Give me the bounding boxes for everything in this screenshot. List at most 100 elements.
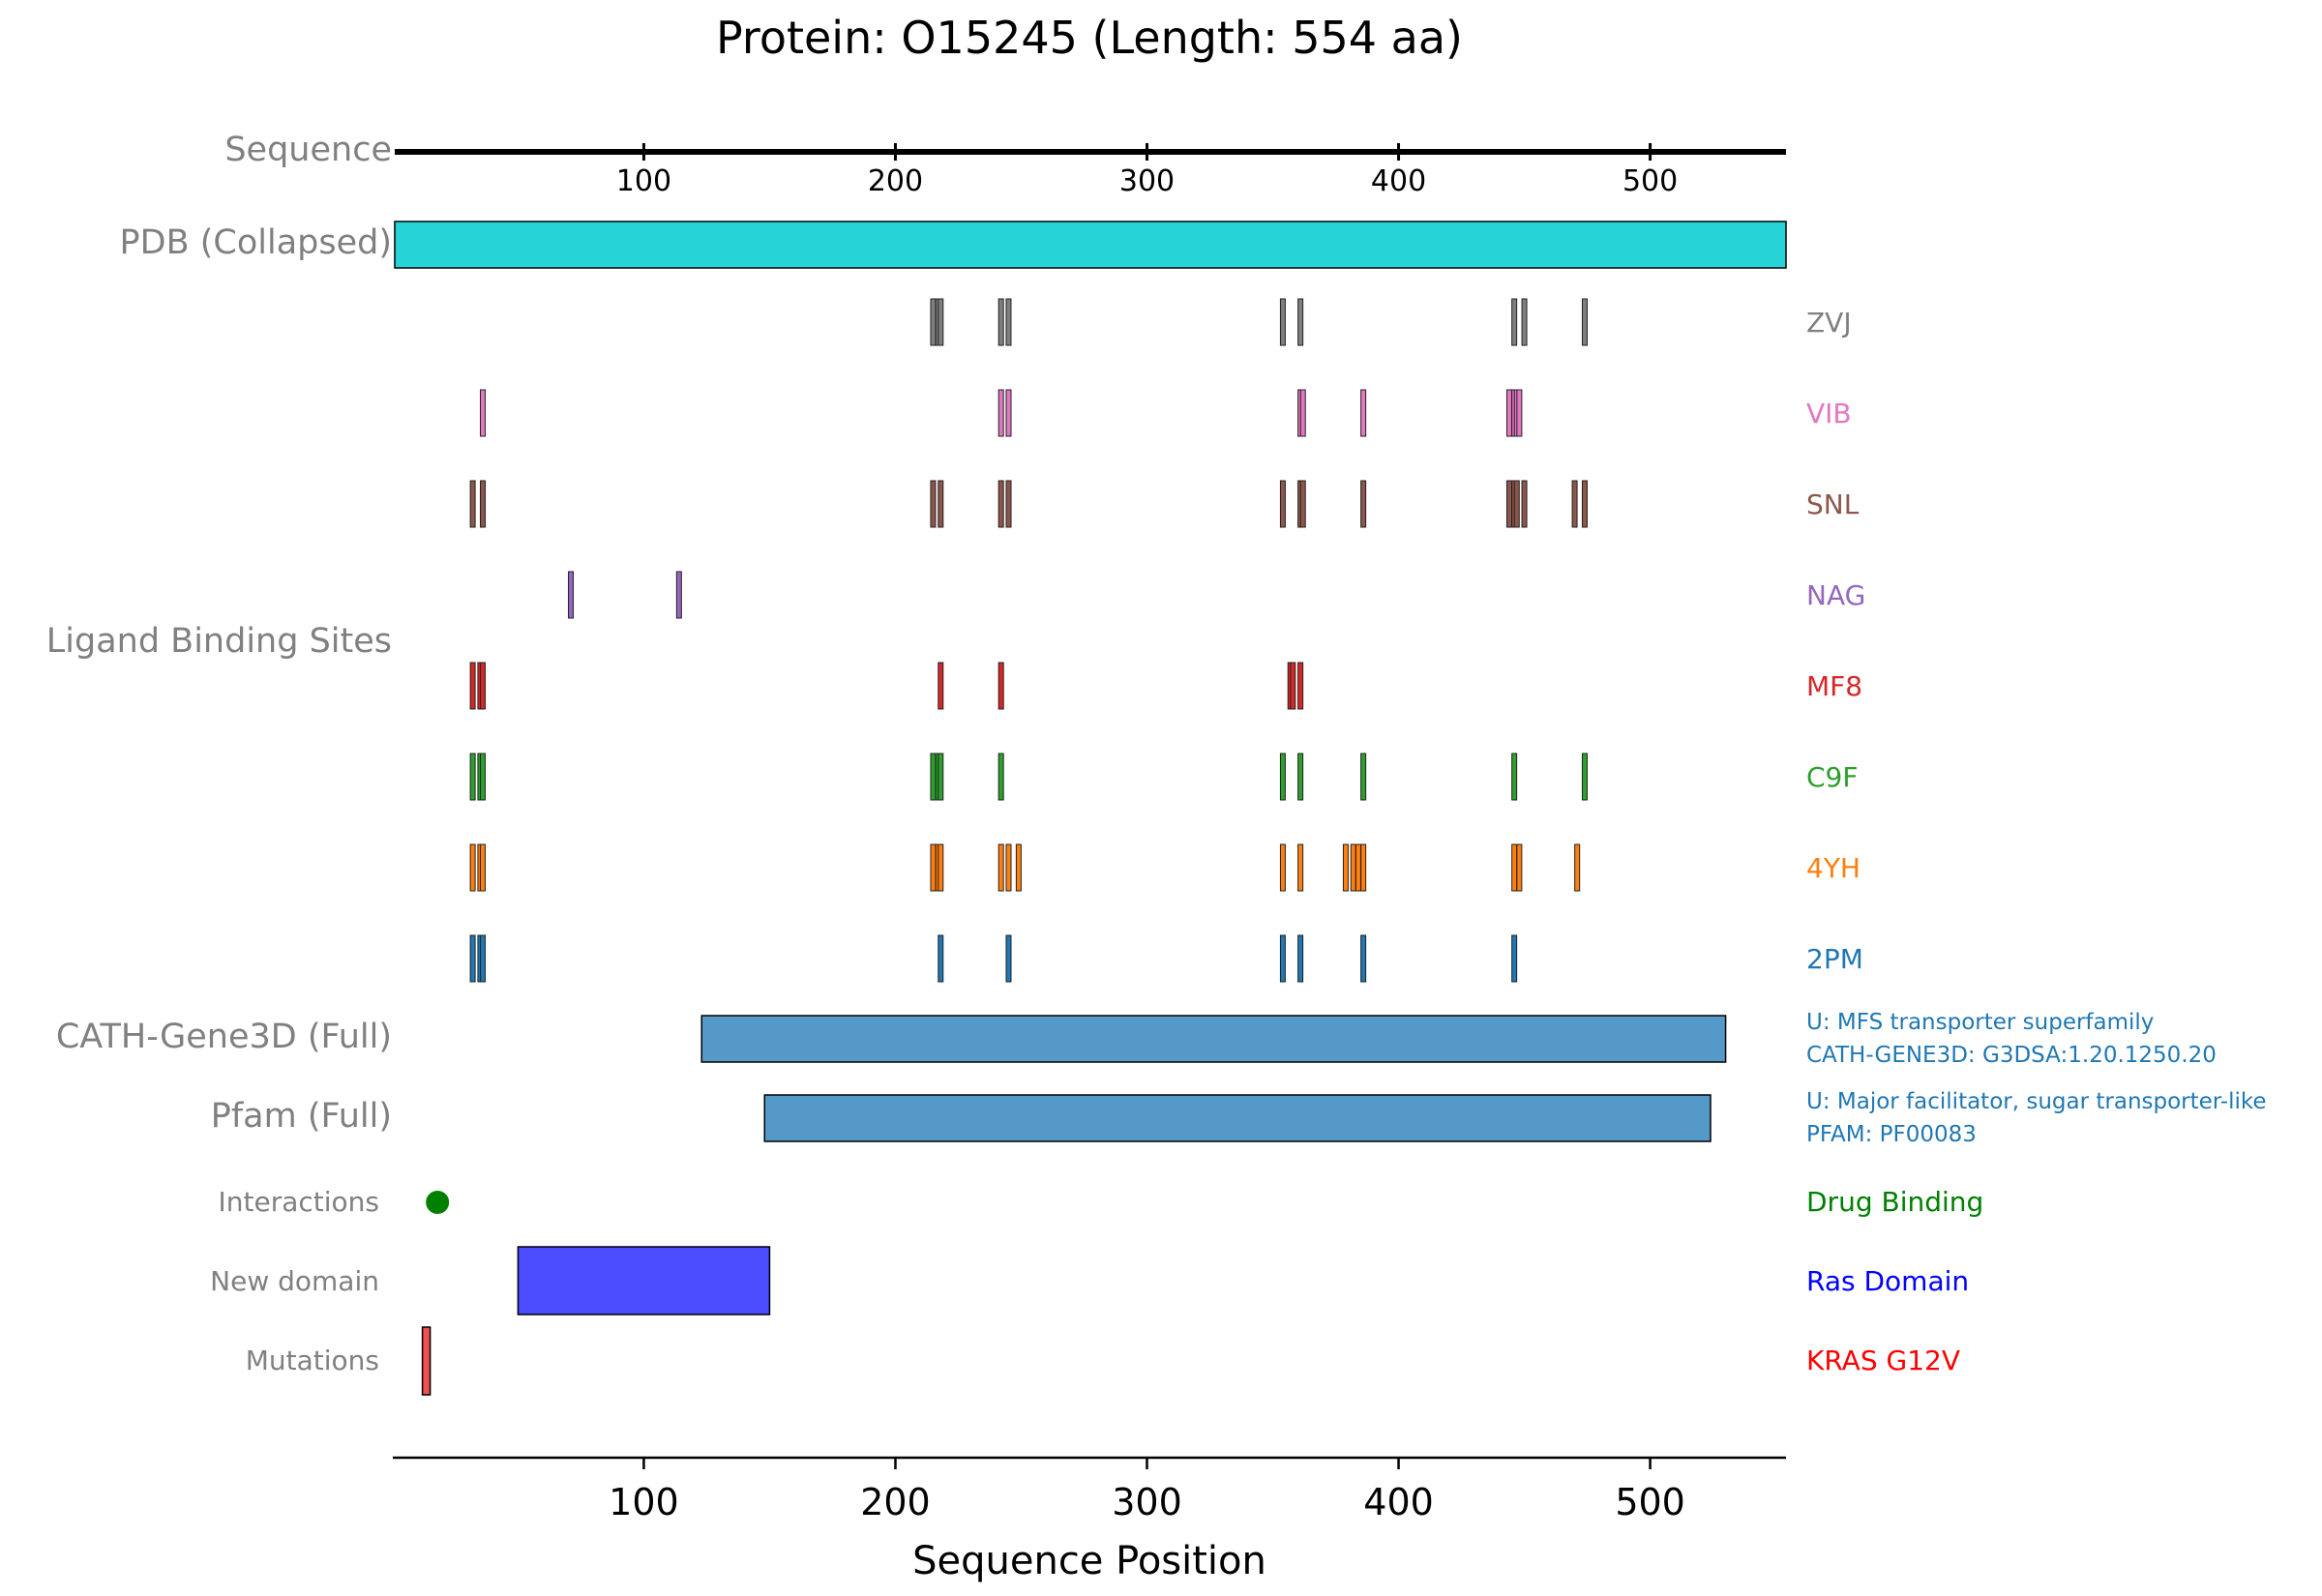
ligand-site-marker <box>997 662 1004 710</box>
ligand-site-marker <box>930 843 937 892</box>
ligand-site-marker <box>930 298 937 346</box>
ligand-site-marker <box>568 571 575 619</box>
ligand-site-marker <box>469 753 476 801</box>
mutation-marker <box>421 1326 432 1396</box>
x-tick-label: 300 <box>1112 1481 1182 1523</box>
ligand-site-marker <box>1360 934 1367 983</box>
ligand-site-marker <box>1581 480 1588 528</box>
ligand-row-vib: VIB <box>480 389 1852 437</box>
ligand-site-marker <box>1521 298 1528 346</box>
ligand-site-marker <box>1279 298 1286 346</box>
pdb-label: PDB (Collapsed) <box>120 223 392 262</box>
pfam-track: Pfam (Full) U: Major facilitator, sugar … <box>211 1089 2267 1147</box>
ligand-name-label: 2PM <box>1806 943 1863 975</box>
ligand-site-marker <box>1360 480 1367 528</box>
ligand-site-marker <box>1571 480 1578 528</box>
ligand-site-marker <box>675 571 682 619</box>
ligand-site-marker <box>1354 843 1361 892</box>
ligand-site-marker <box>997 753 1004 801</box>
pfam-label: Pfam (Full) <box>211 1097 392 1136</box>
ligand-site-marker <box>1290 662 1296 710</box>
ligand-site-marker <box>1005 480 1012 528</box>
ligand-site-marker <box>1297 753 1304 801</box>
ligand-site-marker <box>1521 480 1528 528</box>
ligand-site-marker <box>938 753 944 801</box>
ligand-row-mf8: MF8 <box>469 662 1862 710</box>
ligand-site-marker <box>1297 934 1304 983</box>
ligand-row-c9f: C9F <box>469 753 1858 801</box>
ligand-site-marker <box>1279 934 1286 983</box>
ligand-site-marker <box>997 389 1004 437</box>
ligand-name-label: VIB <box>1806 398 1852 429</box>
ligand-site-marker <box>938 480 944 528</box>
mutations-annotation: KRAS G12V <box>1806 1345 1960 1376</box>
pfam-annotation-line2: PFAM: PF00083 <box>1806 1122 1977 1147</box>
ligand-site-marker <box>480 662 487 710</box>
pdb-bar <box>394 221 1787 269</box>
sequence-tick-label: 400 <box>1371 164 1426 198</box>
ligand-name-label: NAG <box>1806 579 1865 611</box>
ligand-row-2pm: 2PM <box>469 934 1863 983</box>
ligand-site-marker <box>480 753 487 801</box>
x-tick-label: 200 <box>860 1481 931 1523</box>
ligand-row-4yh: 4YH <box>469 843 1861 892</box>
ligand-tracks: ZVJ VIB SNL NAG MF8 C9F 4YH 2PM <box>469 298 1865 983</box>
ligand-site-marker <box>1342 843 1349 892</box>
ligand-site-marker <box>1005 934 1012 983</box>
ligand-site-marker <box>1360 753 1367 801</box>
sequence-label: Sequence <box>224 131 392 169</box>
x-axis-label: Sequence Position <box>912 1539 1266 1583</box>
ligand-site-marker <box>1297 662 1304 710</box>
x-axis-ticks: 100 200 300 400 500 <box>609 1458 1685 1523</box>
ligand-site-marker <box>469 480 476 528</box>
new-domain-annotation: Ras Domain <box>1806 1265 1969 1297</box>
x-tick-label: 100 <box>609 1481 679 1523</box>
cath-domain-bar <box>700 1015 1727 1063</box>
x-axis: 100 200 300 400 500 Sequence Position <box>393 1456 1786 1583</box>
chart-title: Protein: O15245 (Length: 554 aa) <box>716 12 1463 64</box>
ligand-row-nag: NAG <box>568 571 1865 619</box>
ligand-site-marker <box>1279 753 1286 801</box>
ligand-site-marker <box>930 480 937 528</box>
ligand-site-marker <box>480 843 487 892</box>
ligand-site-marker <box>1297 298 1304 346</box>
sequence-tick-label: 100 <box>616 164 671 198</box>
ligand-site-marker <box>1297 843 1304 892</box>
ligand-site-marker <box>1005 843 1012 892</box>
ligand-site-marker <box>938 298 944 346</box>
ligand-site-marker <box>1516 843 1523 892</box>
new-domain-track: New domain Ras Domain <box>210 1246 1969 1315</box>
ligand-row-zvj: ZVJ <box>930 298 1852 346</box>
ligand-name-label: MF8 <box>1806 670 1862 702</box>
ligand-site-marker <box>1279 480 1286 528</box>
ligand-site-marker <box>1015 843 1022 892</box>
ligand-site-marker <box>1574 843 1581 892</box>
x-tick-label: 500 <box>1615 1481 1685 1523</box>
ligand-site-marker <box>1279 843 1286 892</box>
ligand-site-marker <box>1581 298 1588 346</box>
ligand-row-snl: SNL <box>469 480 1860 528</box>
cath-label: CATH-Gene3D (Full) <box>56 1018 392 1056</box>
ligand-site-marker <box>938 843 944 892</box>
ligand-site-marker <box>1005 389 1012 437</box>
interactions-track: Interactions Drug Binding <box>219 1186 1984 1218</box>
cath-annotation-line1: U: MFS transporter superfamily <box>1806 1010 2154 1035</box>
cath-annotation-line2: CATH-GENE3D: G3DSA:1.20.1250.20 <box>1806 1043 2217 1068</box>
ligand-site-marker <box>930 753 937 801</box>
ligand-site-marker <box>1299 389 1306 437</box>
ligand-site-marker <box>1513 480 1520 528</box>
ligand-site-marker <box>469 934 476 983</box>
ligand-site-marker <box>1511 298 1518 346</box>
x-tick-label: 400 <box>1363 1481 1434 1523</box>
ligand-site-marker <box>1581 753 1588 801</box>
sequence-tick-label: 500 <box>1622 164 1678 198</box>
ligand-name-label: 4YH <box>1806 852 1861 884</box>
ligand-site-marker <box>1505 480 1512 528</box>
ligand-site-marker <box>1360 389 1367 437</box>
ligand-name-label: SNL <box>1806 488 1860 520</box>
interactions-annotation: Drug Binding <box>1806 1186 1983 1218</box>
ligand-name-label: ZVJ <box>1806 307 1852 339</box>
ligand-site-marker <box>997 843 1004 892</box>
sequence-track: Sequence 100 200 300 400 500 <box>224 131 1786 198</box>
ligand-site-marker <box>1360 843 1367 892</box>
